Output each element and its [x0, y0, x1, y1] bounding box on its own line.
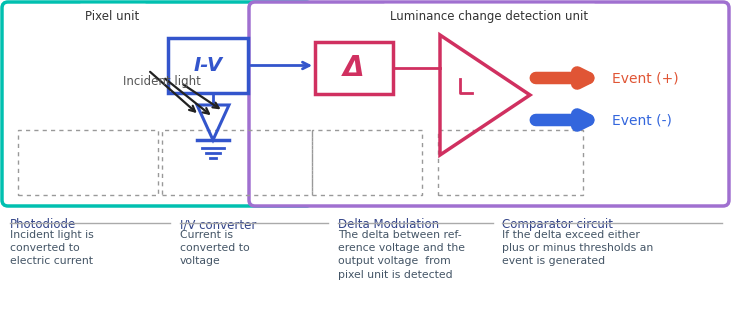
Text: The delta between ref-
erence voltage and the
output voltage  from
pixel unit is: The delta between ref- erence voltage an…: [338, 230, 465, 280]
Text: Δ: Δ: [344, 54, 365, 82]
Text: Delta Modulation: Delta Modulation: [338, 218, 439, 231]
Text: Comparator circuit: Comparator circuit: [502, 218, 613, 231]
FancyBboxPatch shape: [168, 38, 248, 93]
Text: Luminance change detection unit: Luminance change detection unit: [390, 10, 588, 23]
FancyBboxPatch shape: [249, 2, 729, 206]
Text: I/V converter: I/V converter: [180, 218, 257, 231]
Text: Photodiode: Photodiode: [10, 218, 76, 231]
Text: Incident light: Incident light: [123, 75, 201, 88]
FancyBboxPatch shape: [2, 2, 312, 206]
Text: Event (-): Event (-): [612, 113, 672, 127]
FancyBboxPatch shape: [315, 42, 393, 94]
Text: I-V: I-V: [194, 56, 222, 75]
Text: If the delta exceed either
plus or minus thresholds an
event is generated: If the delta exceed either plus or minus…: [502, 230, 654, 266]
Text: Incident light is
converted to
electric current: Incident light is converted to electric …: [10, 230, 94, 266]
Text: Current is
converted to
voltage: Current is converted to voltage: [180, 230, 250, 266]
Text: Event (+): Event (+): [612, 71, 678, 85]
Text: Pixel unit: Pixel unit: [86, 10, 140, 23]
